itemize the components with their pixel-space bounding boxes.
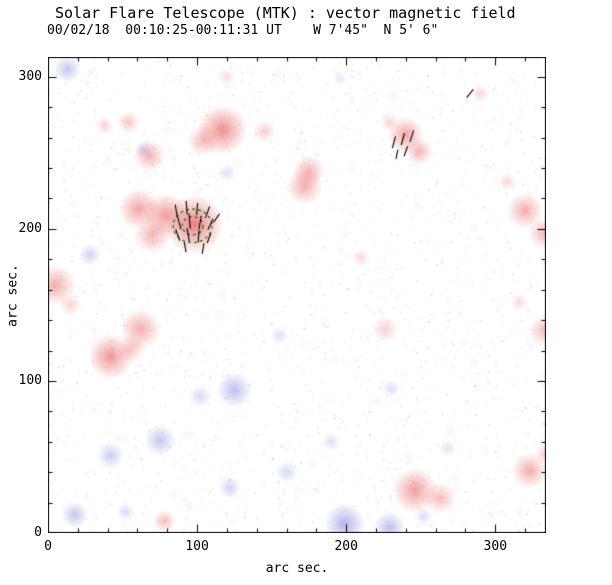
x-tick-label: 300: [483, 539, 508, 554]
y-tick-label: 300: [18, 68, 42, 84]
y-tick-label: 200: [18, 220, 42, 236]
x-tick-label: 200: [334, 539, 358, 554]
plot-title: Solar Flare Telescope (MTK) : vector mag…: [55, 4, 516, 22]
plot-subtitle: 00/02/18 00:10:25-00:11:31 UT W 7'45" N …: [47, 23, 439, 38]
x-axis-label: arc sec.: [265, 561, 329, 576]
x-tick-label: 100: [185, 539, 209, 554]
y-axis-label: arc sec.: [5, 264, 21, 327]
x-tick-label: 0: [44, 539, 52, 554]
magnetogram-canvas: [48, 57, 546, 533]
y-tick-label: 0: [34, 525, 42, 540]
y-tick-label: 100: [18, 372, 42, 388]
